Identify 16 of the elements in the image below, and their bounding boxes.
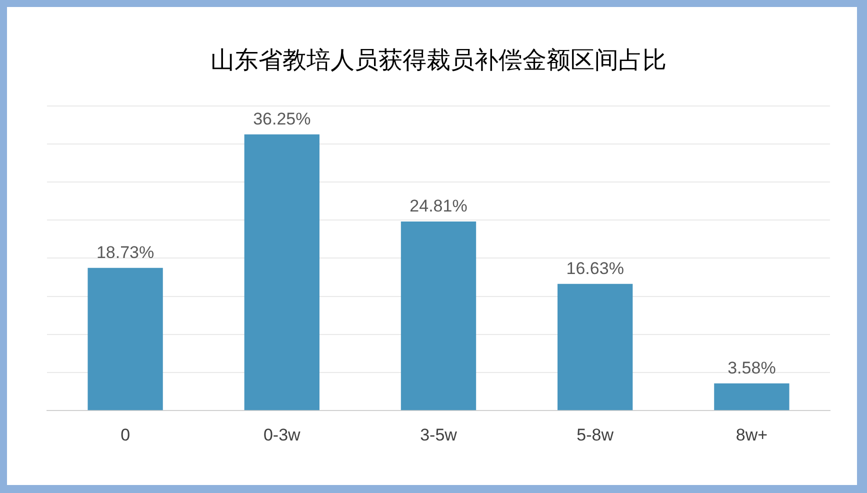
chart-title: 山东省教培人员获得裁员补偿金额区间占比 — [210, 47, 666, 74]
data-label: 36.25% — [253, 110, 311, 129]
x-tick-label: 0 — [120, 425, 130, 444]
x-tick-label: 3-5w — [420, 425, 458, 444]
data-label: 18.73% — [96, 243, 154, 262]
x-tick-label: 8w+ — [736, 425, 768, 444]
bar — [400, 222, 476, 410]
bar — [558, 284, 633, 410]
x-tick-label: 0-3w — [263, 425, 302, 444]
data-label: 24.81% — [410, 196, 468, 216]
data-label: 3.58% — [728, 358, 776, 378]
bar — [88, 268, 163, 410]
data-label: 16.63% — [566, 259, 624, 278]
x-tick-label: 5-8w — [576, 425, 614, 444]
bar — [714, 383, 790, 410]
bar — [244, 134, 320, 410]
